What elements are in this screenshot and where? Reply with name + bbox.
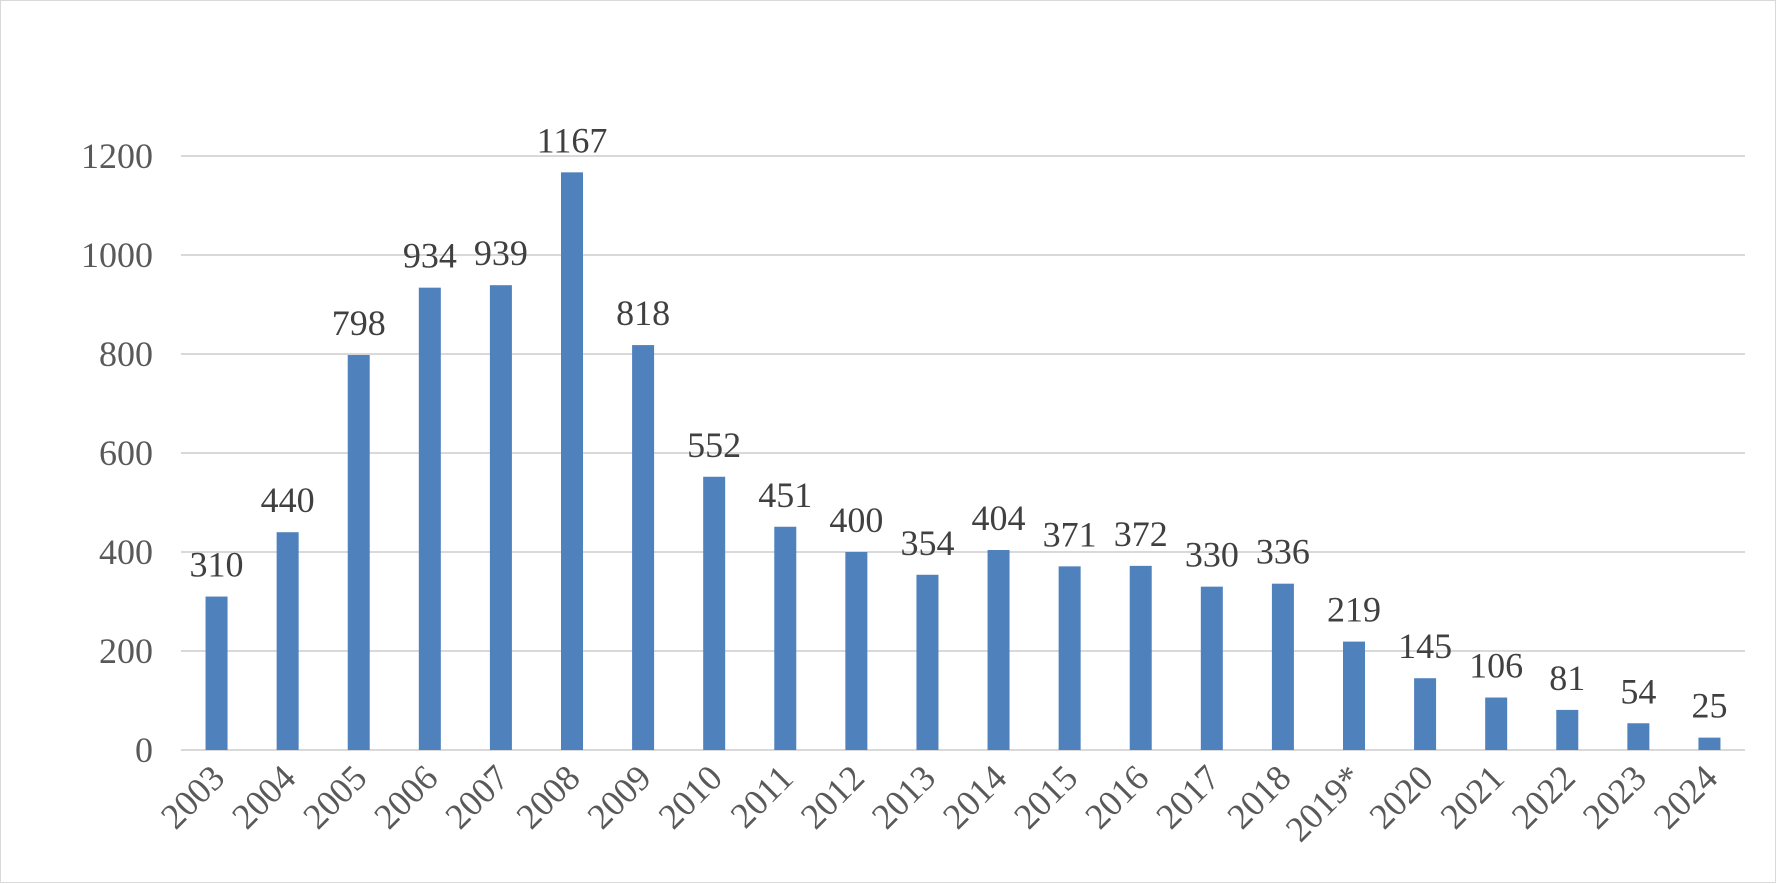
data-label: 818 xyxy=(616,293,670,333)
x-tick-label: 2005 xyxy=(295,757,374,836)
data-label: 336 xyxy=(1256,532,1310,572)
bar xyxy=(1343,641,1365,750)
bar xyxy=(1698,737,1721,750)
data-label: 939 xyxy=(474,233,528,273)
bar xyxy=(1627,723,1650,750)
y-tick-label: 600 xyxy=(99,433,153,473)
bar xyxy=(1485,697,1508,750)
bar xyxy=(1556,709,1579,750)
data-label: 934 xyxy=(403,236,457,276)
x-tick-label: 2019* xyxy=(1278,757,1370,849)
bar xyxy=(632,345,655,750)
x-tick-label: 2011 xyxy=(723,757,801,835)
y-tick-label: 400 xyxy=(99,532,153,572)
bar xyxy=(418,287,441,750)
bar xyxy=(276,532,299,750)
x-tick-label: 2024 xyxy=(1646,757,1725,836)
bar xyxy=(1414,678,1437,750)
bar xyxy=(987,550,1010,750)
y-tick-label: 200 xyxy=(99,631,153,671)
bar xyxy=(774,526,797,750)
x-tick-label: 2003 xyxy=(153,757,232,836)
bar xyxy=(347,354,370,750)
bar xyxy=(561,172,583,750)
y-tick-label: 1000 xyxy=(81,235,153,275)
x-tick-label: 2014 xyxy=(935,757,1014,836)
bars xyxy=(205,172,1721,750)
data-label: 798 xyxy=(332,303,386,343)
x-tick-label: 2020 xyxy=(1362,757,1441,836)
x-tick-label: 2007 xyxy=(437,757,516,836)
x-tick-label: 2009 xyxy=(580,757,659,836)
data-label: 354 xyxy=(900,523,954,563)
x-tick-label: 2010 xyxy=(651,757,730,836)
x-tick-label: 2015 xyxy=(1006,757,1085,836)
y-axis-ticks: 0 200 400 600 800 1000 1200 xyxy=(81,136,153,770)
data-label: 145 xyxy=(1398,626,1452,666)
bar xyxy=(1200,586,1223,750)
bar xyxy=(1129,565,1152,750)
x-tick-label: 2021 xyxy=(1433,757,1512,836)
data-label: 310 xyxy=(190,545,244,585)
data-label: 372 xyxy=(1114,514,1168,554)
data-labels: 310 440 798 934 939 1167 818 552 451 400 354 404 371… xyxy=(190,120,1728,725)
data-label: 552 xyxy=(687,425,741,465)
data-label: 400 xyxy=(829,500,883,540)
x-tick-label: 2012 xyxy=(793,757,872,836)
bar xyxy=(1058,566,1081,750)
bar xyxy=(916,574,939,750)
bar xyxy=(703,476,726,750)
data-label: 106 xyxy=(1469,646,1523,686)
x-tick-label: 2023 xyxy=(1575,757,1654,836)
data-label: 1167 xyxy=(537,120,608,160)
data-label: 54 xyxy=(1620,671,1656,711)
data-label: 451 xyxy=(758,475,812,515)
bar xyxy=(489,285,512,750)
data-label: 219 xyxy=(1327,590,1381,630)
gridlines xyxy=(181,155,1745,751)
x-tick-label: 2017 xyxy=(1148,757,1227,836)
data-label: 404 xyxy=(972,498,1026,538)
x-axis-ticks: 2003200420052006200720082009201020112012… xyxy=(153,757,1725,849)
y-tick-label: 1200 xyxy=(81,136,153,176)
x-tick-label: 2008 xyxy=(508,757,587,836)
x-tick-label: 2022 xyxy=(1504,757,1583,836)
x-tick-label: 2004 xyxy=(224,757,303,836)
data-label: 25 xyxy=(1691,686,1727,726)
data-label: 81 xyxy=(1549,658,1585,698)
data-label: 330 xyxy=(1185,535,1239,575)
data-label: 371 xyxy=(1043,514,1097,554)
bar xyxy=(1271,583,1294,750)
bar xyxy=(205,596,228,750)
x-tick-label: 2013 xyxy=(864,757,943,836)
data-label: 440 xyxy=(261,480,315,520)
y-tick-label: 0 xyxy=(135,730,153,770)
y-tick-label: 800 xyxy=(99,334,153,374)
x-tick-label: 2016 xyxy=(1077,757,1156,836)
x-tick-label: 2006 xyxy=(366,757,445,836)
bar xyxy=(845,552,868,750)
